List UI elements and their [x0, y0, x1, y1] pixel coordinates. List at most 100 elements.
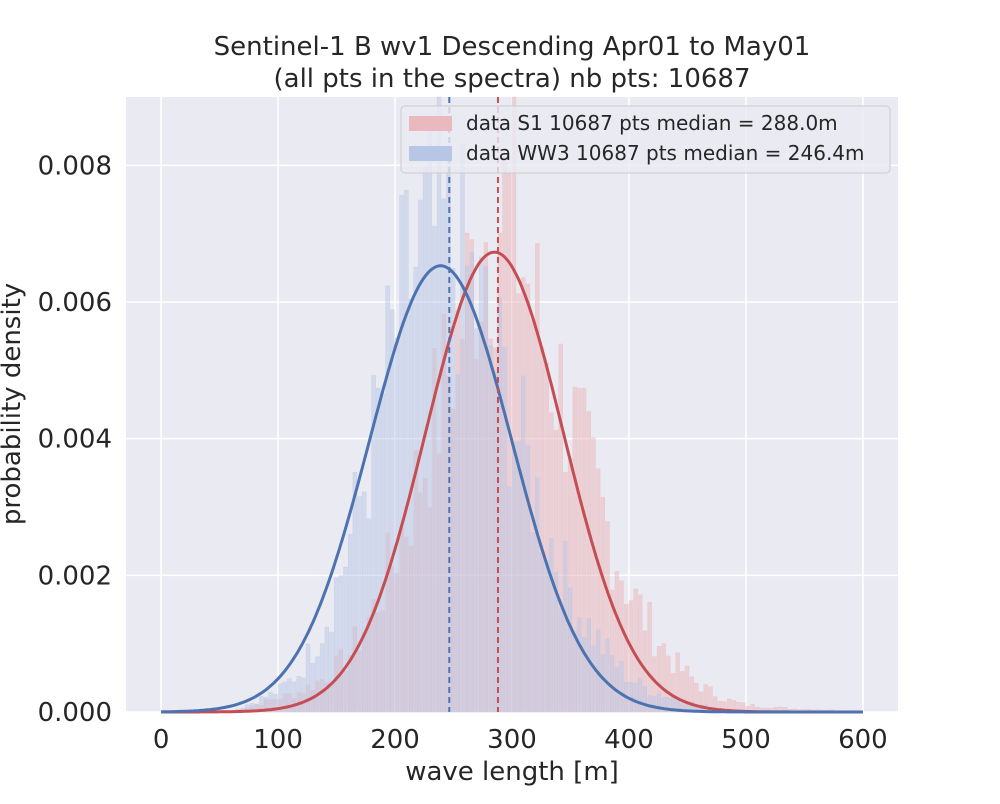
histogram-bar-ww3	[591, 645, 596, 713]
histogram-bar-ww3	[535, 477, 540, 713]
histogram-bar-ww3	[553, 572, 559, 713]
histogram-bar-ww3	[436, 96, 442, 713]
histogram-bar-ww3	[567, 587, 573, 713]
histogram-bar-ww3	[642, 686, 648, 713]
histogram-bar-ww3	[287, 678, 292, 713]
histogram-bar-ww3	[324, 626, 329, 713]
histogram-bar-ww3	[488, 344, 493, 713]
histogram-bar-ww3	[305, 643, 311, 713]
legend-label-s1: data S1 10687 pts median = 288.0m	[466, 111, 838, 135]
histogram-bar-ww3	[413, 266, 418, 713]
histogram-bar-ww3	[661, 697, 666, 713]
histogram-bar-ww3	[497, 297, 503, 713]
histogram-bar-ww3	[408, 299, 414, 713]
histogram-bar-ww3	[530, 531, 535, 713]
histogram-bar-ww3	[399, 195, 404, 713]
histogram-bar-ww3	[404, 189, 409, 713]
y-axis-ticks: 0.000 0.002 0.004 0.006 0.008	[38, 151, 112, 728]
histogram-bar-ww3	[263, 696, 269, 713]
histogram-bar-ww3	[301, 677, 306, 713]
histogram-bar-ww3	[376, 387, 381, 713]
x-tick-label: 100	[253, 725, 303, 755]
histogram-bar-ww3	[291, 681, 297, 713]
histogram-bar-ww3	[478, 256, 484, 713]
fit-curves	[161, 250, 863, 714]
x-tick-label: 0	[153, 725, 170, 755]
x-axis-label: wave length [m]	[405, 757, 619, 787]
histogram-bar-ww3	[493, 371, 498, 713]
histogram-bar-ww3	[605, 638, 610, 713]
histogram-bar-ww3	[296, 676, 301, 713]
histogram-bar-ww3	[600, 654, 606, 713]
histogram-bar-ww3	[516, 441, 521, 713]
histogram-bar-ww3	[385, 285, 390, 713]
y-tick-label: 0.000	[38, 698, 112, 728]
x-tick-label: 600	[838, 725, 888, 755]
histogram-bar-ww3	[259, 696, 264, 713]
histogram-bar-ww3	[273, 694, 278, 713]
histogram-bar-ww3	[352, 472, 358, 713]
histogram-bar-ww3	[525, 445, 531, 713]
legend-label-ww3: data WW3 10687 pts median = 246.4m	[466, 141, 865, 165]
histogram-bar-ww3	[371, 375, 376, 713]
chart-title-line-1: Sentinel-1 B wv1 Descending Apr01 to May…	[214, 32, 811, 62]
histogram-bar-ww3	[511, 442, 517, 713]
histogram-bar-ww3	[483, 266, 489, 713]
histogram-bar-ww3	[333, 577, 339, 713]
x-tick-label: 300	[487, 725, 537, 755]
y-tick-label: 0.002	[38, 561, 112, 591]
histogram-bar-ww3	[507, 486, 512, 713]
histogram-bar-ww3	[390, 309, 395, 713]
histogram-bar-ww3	[563, 540, 568, 713]
histogram-bar-ww3	[450, 268, 456, 713]
histogram-bar-ww3	[380, 393, 386, 713]
x-tick-label: 500	[721, 725, 771, 755]
histogram-bar-ww3	[343, 566, 348, 713]
histogram-bar-ww3	[666, 696, 671, 713]
histogram-bar-ww3	[394, 337, 400, 713]
histogram-bar-ww3	[315, 656, 320, 713]
median-lines	[448, 97, 499, 712]
histogram-bar-ww3	[610, 655, 615, 713]
y-tick-label: 0.004	[38, 425, 112, 455]
y-tick-label: 0.008	[38, 151, 112, 181]
histogram-bar-ww3	[460, 143, 465, 713]
histogram-bar-ww3	[577, 617, 582, 713]
histogram-bar-ww3	[544, 560, 549, 713]
histogram-bar-ww3	[581, 636, 587, 713]
histogram-bar-ww3	[539, 552, 545, 713]
histogram-bar-ww3	[675, 700, 680, 713]
x-axis-ticks: 0 100 200 300 400 500 600	[153, 725, 888, 755]
histogram-bar-ww3	[277, 683, 283, 713]
histogram-bar-ww3	[347, 534, 353, 713]
histogram-bar-ww3	[432, 226, 437, 713]
legend: data S1 10687 pts median = 288.0m data W…	[400, 105, 891, 174]
histogram-bar-ww3	[338, 575, 344, 713]
chart-title-line-2: (all pts in the spectra) nb pts: 10687	[274, 64, 751, 94]
fit-curve-ww3	[161, 264, 863, 714]
histogram-bar-ww3	[268, 691, 273, 713]
histogram-bar-ww3	[282, 681, 287, 713]
x-tick-label: 400	[604, 725, 654, 755]
histogram-bar-ww3	[469, 252, 475, 713]
x-tick-label: 200	[370, 725, 420, 755]
histogram-bar-ww3	[652, 695, 657, 713]
histogram-bar-ww3	[586, 618, 591, 713]
histogram-bar-ww3	[633, 683, 638, 713]
histogram-bar-ww3	[619, 660, 624, 713]
histogram-bar-ww3	[441, 198, 446, 713]
histogram-bar-ww3	[362, 491, 367, 713]
histogram-bar-ww3	[310, 663, 315, 713]
legend-box	[400, 105, 891, 174]
y-axis-label: probability density	[0, 283, 27, 525]
histogram-bar-ww3	[647, 695, 652, 713]
histogram-bar-ww3	[549, 538, 554, 713]
histogram-bar-ww3	[572, 630, 577, 713]
histogram-bar-ww3	[455, 374, 460, 713]
histogram-bar-ww3	[474, 328, 479, 713]
histogram-bar-ww3	[357, 496, 362, 713]
histogram-bar-ww3	[366, 518, 372, 713]
histogram-bar-ww3	[521, 375, 526, 713]
